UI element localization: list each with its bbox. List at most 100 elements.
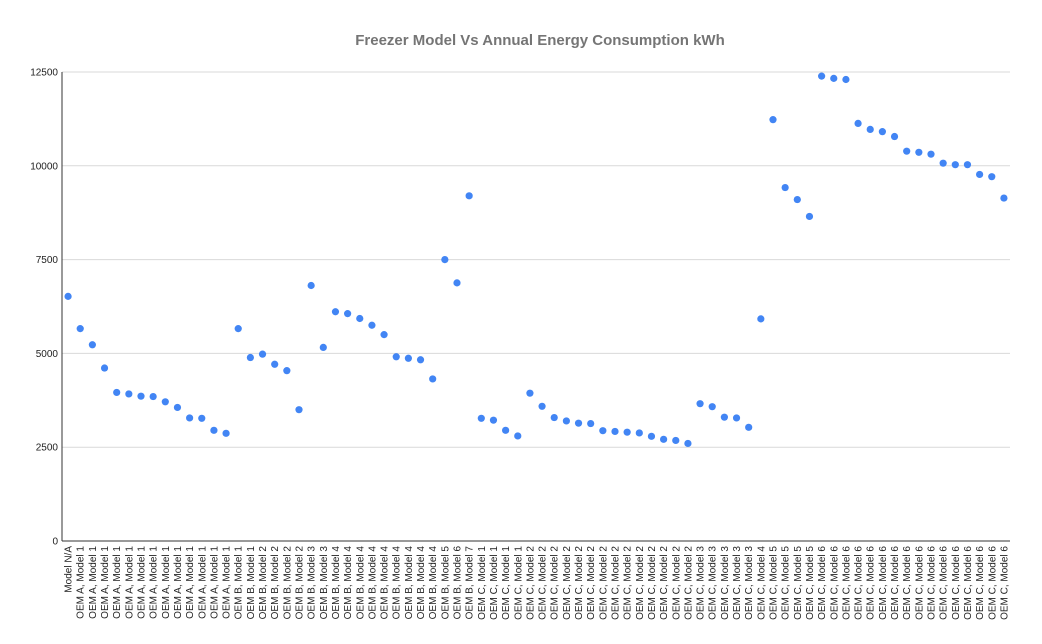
data-point (161, 398, 169, 406)
x-tick-label: OEM C, Model 2 (574, 546, 585, 620)
x-tick-label: OEM B, Model 4 (380, 546, 391, 620)
data-point (307, 281, 315, 290)
data-point (441, 256, 449, 264)
x-tick-label: OEM A, Model 1 (209, 546, 220, 619)
x-tick-label: OEM C, Model 2 (550, 546, 561, 620)
data-point (356, 314, 364, 323)
data-point (477, 414, 485, 422)
x-tick-label: OEM C, Model 1 (501, 546, 512, 620)
x-tick-label: OEM C, Model 3 (744, 546, 755, 620)
x-tick-label: OEM A, Model 1 (76, 546, 87, 619)
x-tick-label: OEM C, Model 6 (975, 546, 986, 620)
data-point (234, 325, 242, 333)
x-tick-label: OEM A, Model 1 (88, 546, 99, 619)
x-tick-label: OEM C, Model 5 (805, 546, 816, 620)
data-point (88, 341, 96, 349)
x-tick-label: OEM B, Model 1 (234, 546, 245, 620)
x-tick-label: OEM C, Model 1 (489, 546, 500, 620)
x-tick-label: OEM B, Model 1 (246, 546, 257, 620)
data-point (647, 432, 656, 440)
x-tick-label: OEM A, Model 1 (124, 546, 135, 619)
x-tick-label: OEM C, Model 2 (562, 546, 573, 620)
data-point (550, 413, 558, 422)
data-point (878, 128, 886, 136)
x-tick-label: OEM C, Model 2 (525, 546, 536, 620)
data-point (149, 392, 157, 401)
data-point (453, 279, 461, 287)
y-tick-label: 5000 (36, 349, 59, 360)
data-point (271, 360, 279, 368)
y-tick-label: 2500 (36, 443, 59, 454)
data-point (295, 406, 303, 414)
chart-title: Freezer Model Vs Annual Energy Consumpti… (355, 32, 725, 49)
data-point (963, 161, 972, 169)
data-point (210, 426, 218, 434)
x-tick-label: OEM B, Model 4 (343, 546, 354, 620)
data-point (344, 310, 352, 318)
y-tick-label: 0 (52, 537, 58, 548)
x-tick-label: OEM C, Model 1 (477, 546, 488, 620)
data-point (489, 416, 498, 424)
x-tick-label: OEM A, Model 1 (137, 546, 148, 619)
x-tick-label: OEM B, Model 5 (440, 546, 451, 620)
x-tick-label: OEM B, Model 4 (428, 546, 439, 620)
data-point (988, 173, 996, 181)
gridlines (61, 71, 1010, 542)
data-point (416, 356, 425, 364)
data-point (769, 116, 777, 124)
x-tick-label: OEM C, Model 5 (769, 546, 780, 620)
data-point (854, 119, 862, 128)
data-point (939, 159, 947, 167)
data-point (976, 170, 984, 179)
x-tick-label: OEM C, Model 3 (732, 546, 743, 620)
data-point (951, 161, 959, 169)
x-tick-label: OEM B, Model 2 (270, 546, 281, 620)
x-tick-label: OEM C, Model 2 (671, 546, 682, 620)
data-point (660, 435, 668, 443)
x-tick-label: OEM C, Model 2 (683, 546, 694, 620)
data-point (173, 403, 182, 412)
data-point (805, 212, 814, 221)
data-point (866, 125, 874, 134)
data-point (258, 350, 267, 358)
x-tick-label: OEM C, Model 2 (538, 546, 549, 620)
data-point (720, 413, 728, 421)
data-point (113, 388, 121, 397)
x-tick-label: OEM B, Model 4 (404, 546, 415, 620)
data-point (100, 364, 109, 372)
y-tick-label: 10000 (30, 161, 58, 172)
data-point (672, 436, 680, 445)
x-tick-label: OEM C, Model 2 (659, 546, 670, 620)
x-tick-label: OEM B, Model 4 (331, 546, 342, 620)
x-tick-label: OEM C, Model 2 (586, 546, 597, 620)
data-point (696, 400, 704, 408)
data-point (781, 183, 789, 192)
data-point (331, 308, 340, 316)
data-point (137, 392, 145, 400)
data-point (125, 390, 133, 398)
data-point (927, 150, 935, 158)
data-point (842, 75, 850, 84)
x-tick-label: OEM C, Model 6 (927, 546, 938, 620)
x-tick-label: OEM B, Model 4 (367, 546, 378, 620)
data-point (1000, 194, 1008, 202)
x-tick-label: OEM C, Model 6 (878, 546, 889, 620)
y-tick-label: 7500 (36, 255, 59, 266)
x-tick-label: OEM A, Model 1 (197, 546, 208, 619)
data-point (368, 321, 376, 329)
data-point (562, 417, 570, 425)
data-point (623, 428, 631, 436)
x-tick-label: OEM A, Model 1 (100, 546, 111, 619)
data-point (465, 192, 473, 200)
x-tick-label: OEM C, Model 5 (781, 546, 792, 620)
x-tick-label: OEM C, Model 3 (708, 546, 719, 620)
data-point (574, 419, 583, 427)
data-point (599, 427, 607, 435)
data-point (635, 429, 643, 437)
data-point (186, 414, 194, 422)
data-point (526, 389, 534, 397)
x-tick-label: OEM C, Model 6 (987, 546, 998, 620)
data-point (732, 414, 741, 422)
data-point (429, 375, 437, 383)
